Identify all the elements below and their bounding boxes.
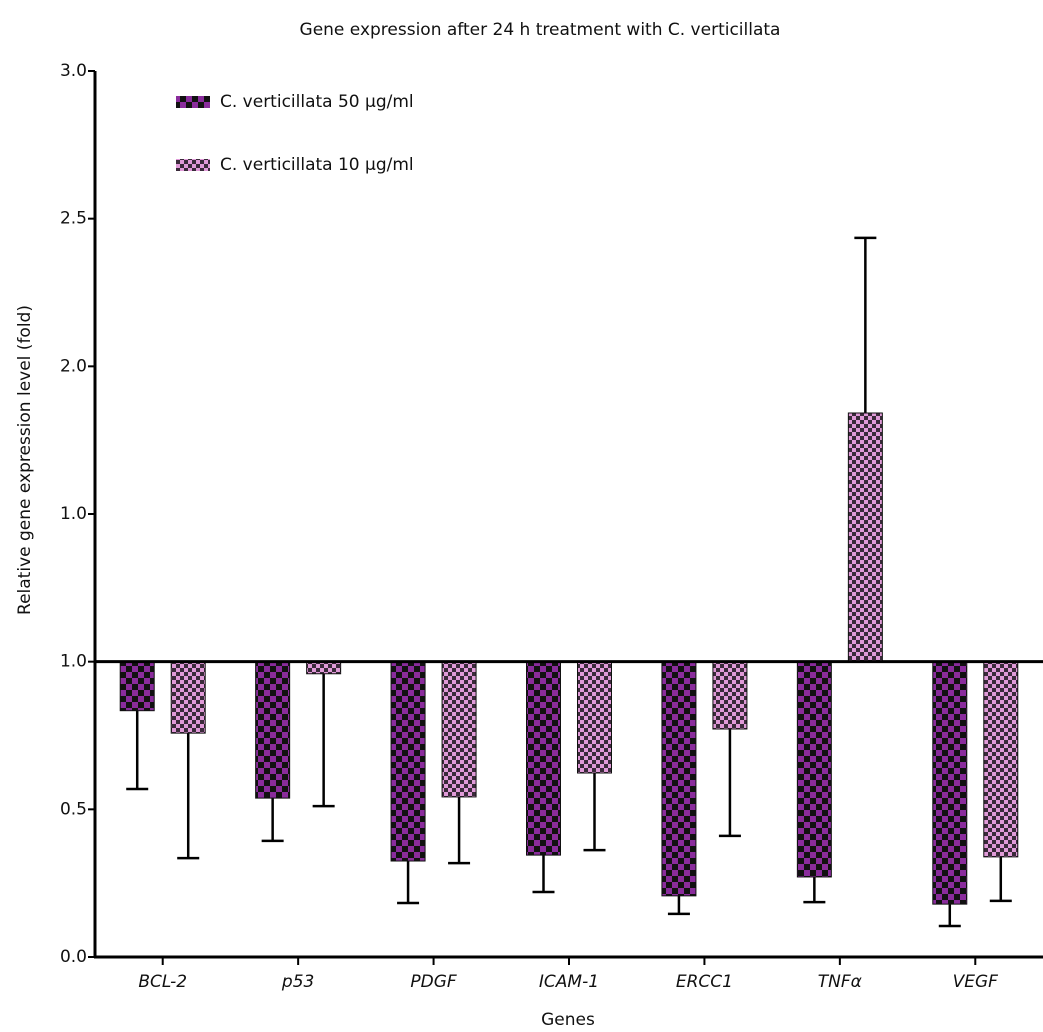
y-tick-label: 0.0: [60, 947, 87, 967]
bar: [170, 661, 206, 734]
x-tick-label: VEGF: [953, 972, 999, 992]
x-tick-label: ICAM-1: [539, 972, 599, 992]
x-tick-label: PDGF: [410, 972, 457, 992]
bar: [577, 661, 612, 774]
bar: [306, 661, 342, 675]
bar: [441, 661, 477, 798]
y-tick-label: 3.0: [60, 61, 87, 81]
legend-label: C. verticillata 50 μg/ml: [220, 92, 414, 112]
bar: [932, 661, 968, 905]
chart-title: Gene expression after 24 h treatment wit…: [300, 20, 781, 40]
bar: [661, 661, 697, 897]
bar: [847, 412, 883, 663]
bar: [796, 661, 832, 878]
bar: [119, 661, 155, 712]
x-axis-label: Genes: [541, 1010, 595, 1030]
y-tick-label: 2.0: [60, 356, 87, 376]
x-tick-label: BCL-2: [138, 972, 187, 992]
bar: [983, 661, 1019, 858]
legend-label: C. verticillata 10 μg/ml: [220, 155, 414, 175]
legend-swatch: [176, 96, 210, 108]
y-tick-label: 1.0: [60, 504, 87, 524]
x-tick-label: ERCC1: [676, 972, 733, 992]
x-tick-label: p53: [281, 972, 314, 992]
bar: [712, 661, 748, 730]
y-tick-label: 0.5: [60, 799, 87, 819]
legend-swatch: [176, 159, 210, 171]
bar: [526, 661, 561, 856]
x-tick-label: TNFα: [818, 972, 862, 992]
y-axis-label: Relative gene expression level (fold): [15, 305, 35, 615]
bar: [255, 661, 291, 799]
y-tick-label: 1.0: [60, 652, 87, 672]
y-tick-label: 2.5: [60, 209, 87, 229]
bar: [390, 661, 426, 862]
